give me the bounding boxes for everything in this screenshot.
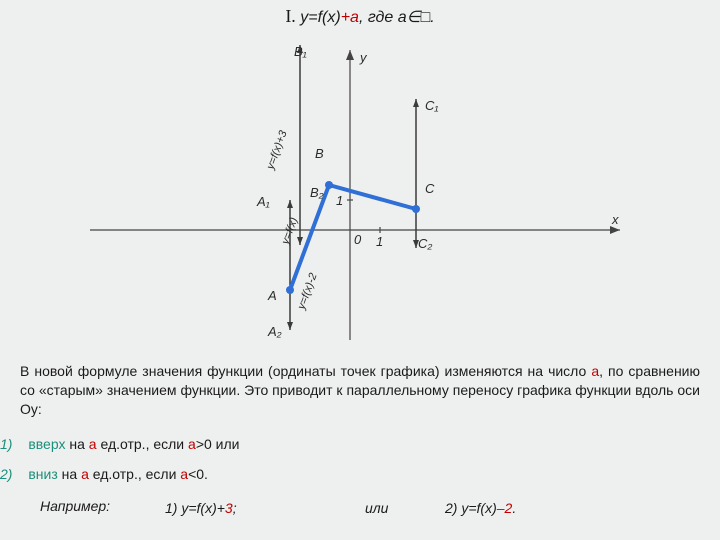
li1-num: 1): [0, 436, 12, 452]
example-1: 1) y=f(x)+3;: [165, 500, 237, 516]
li1-dir: вверх: [28, 436, 65, 452]
li2-a2: a: [180, 466, 188, 482]
label-a1: A₁: [256, 194, 270, 209]
example-lead: Например:: [40, 498, 110, 514]
one-x: 1: [376, 234, 383, 249]
example-or: или: [365, 500, 388, 516]
explanation-paragraph: В новой формуле значения функции (ордина…: [20, 362, 700, 419]
title: I. y=f(x)+a, где a∈□.: [0, 6, 720, 27]
label-curve-down: y=f(x)-2: [295, 272, 319, 312]
li1-a: a: [89, 436, 97, 452]
title-formula-left: y=f(x): [296, 9, 341, 26]
label-curve-up: y=f(x)+3: [264, 128, 290, 172]
li2-cond: <0.: [188, 466, 208, 482]
li2-num: 2): [0, 466, 12, 482]
y-label: y: [359, 50, 368, 65]
ex1-red: 3: [225, 500, 233, 516]
label-b2: B₂: [310, 185, 324, 200]
li2-mid: на: [58, 466, 81, 482]
para-a: a: [591, 363, 599, 379]
li2-tail: ед.отр., если: [89, 466, 180, 482]
diagram: x y 0 1 1: [90, 30, 630, 350]
label-a2: A₂: [267, 324, 282, 339]
li1-cond: >0 или: [196, 436, 240, 452]
title-roman: I.: [285, 6, 296, 26]
para-before: В новой формуле значения функции (ордина…: [20, 363, 591, 379]
ex2-left: 2) y=f(x): [445, 500, 497, 516]
one-y: 1: [336, 193, 343, 208]
x-label: x: [611, 212, 619, 227]
label-curve: y=f(x): [279, 215, 300, 246]
point-b: [325, 181, 333, 189]
label-c2: C₂: [418, 236, 432, 251]
point-a: [286, 286, 294, 294]
list-item-1: 1) вверх на a ед.отр., если a>0 или: [0, 436, 239, 452]
label-c1: C₁: [425, 98, 439, 113]
origin-label: 0: [354, 232, 362, 247]
li1-a2: a: [188, 436, 196, 452]
li1-tail: ед.отр., если: [97, 436, 188, 452]
example-2: 2) y=f(x)–2.: [445, 500, 516, 516]
list-item-2: 2) вниз на a ед.отр., если a<0.: [0, 466, 208, 482]
label-b1: B₁: [294, 44, 307, 59]
li1-mid: на: [65, 436, 88, 452]
title-formula-right: , где a∈□.: [359, 9, 435, 26]
title-plus-a: +a: [341, 9, 359, 26]
ex1-right: ;: [233, 500, 237, 516]
ex2-red: –2: [497, 500, 513, 516]
ex1-left: 1) y=f(x)+: [165, 500, 225, 516]
li2-a: a: [81, 466, 89, 482]
ex2-right: .: [512, 500, 516, 516]
li2-dir: вниз: [28, 466, 57, 482]
label-c: C: [425, 181, 435, 196]
label-a: A: [267, 288, 277, 303]
axes: x y 0 1 1: [90, 50, 620, 340]
label-b: B: [315, 146, 324, 161]
point-c: [412, 205, 420, 213]
